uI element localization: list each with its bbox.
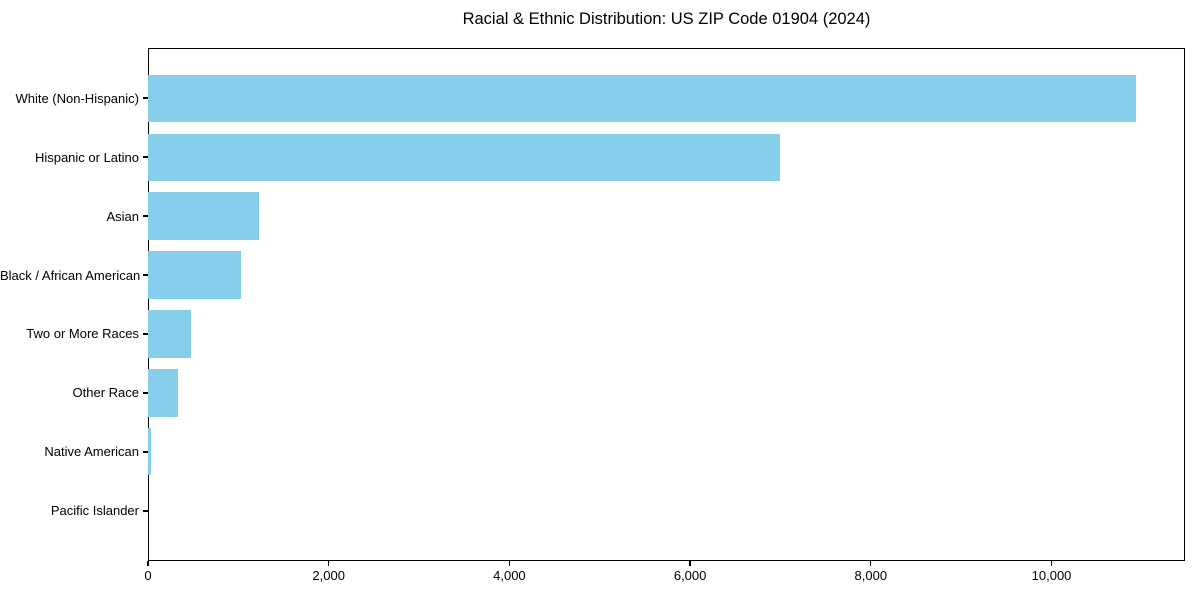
bar-black-african-american xyxy=(148,251,242,299)
x-axis-tick xyxy=(147,561,149,566)
y-axis-label-hispanic-or-latino: Hispanic or Latino xyxy=(34,149,139,165)
y-axis-tick xyxy=(143,510,148,512)
y-axis-label-asian: Asian xyxy=(106,208,139,224)
y-axis-tick xyxy=(143,392,148,394)
bar-asian xyxy=(148,192,260,240)
x-axis-tick-label: 6,000 xyxy=(673,568,707,583)
x-axis-tick xyxy=(328,561,330,566)
y-axis-tick xyxy=(143,215,148,217)
y-axis-tick xyxy=(143,97,148,99)
bar-native-american xyxy=(148,428,151,476)
y-axis-label-white-non-hispanic: White (Non-Hispanic) xyxy=(15,90,139,106)
x-axis-tick xyxy=(1050,561,1053,566)
bar-hispanic-or-latino xyxy=(148,133,781,181)
y-axis-label-other-race: Other Race xyxy=(72,385,139,401)
y-axis-label-black-african-american: Black / African American xyxy=(0,267,141,283)
y-axis-tick xyxy=(143,451,148,453)
x-axis-tick xyxy=(508,561,511,566)
bar-other-race xyxy=(148,369,178,417)
y-axis-label-two-or-more-races: Two or More Races xyxy=(26,326,139,342)
y-axis-label-native-american: Native American xyxy=(44,444,139,460)
plot-area xyxy=(148,48,1185,561)
x-axis-tick-label: 0 xyxy=(144,568,152,583)
y-axis-tick xyxy=(143,274,148,276)
x-axis-tick-label: 2,000 xyxy=(312,568,345,583)
x-axis-tick-label: 8,000 xyxy=(854,568,888,583)
x-axis-tick xyxy=(870,561,872,566)
x-axis-tick xyxy=(689,561,691,566)
bar-two-or-more-races xyxy=(148,310,191,358)
y-axis-label-pacific-islander: Pacific Islander xyxy=(50,503,139,519)
y-axis-tick xyxy=(143,156,148,158)
x-axis-tick-label: 10,000 xyxy=(1031,568,1072,583)
y-axis-tick xyxy=(143,333,148,335)
x-axis-tick-label: 4,000 xyxy=(493,568,526,583)
chart-title: Racial & Ethnic Distribution: US ZIP Cod… xyxy=(462,10,871,28)
bar-white-non-hispanic xyxy=(148,74,1136,122)
